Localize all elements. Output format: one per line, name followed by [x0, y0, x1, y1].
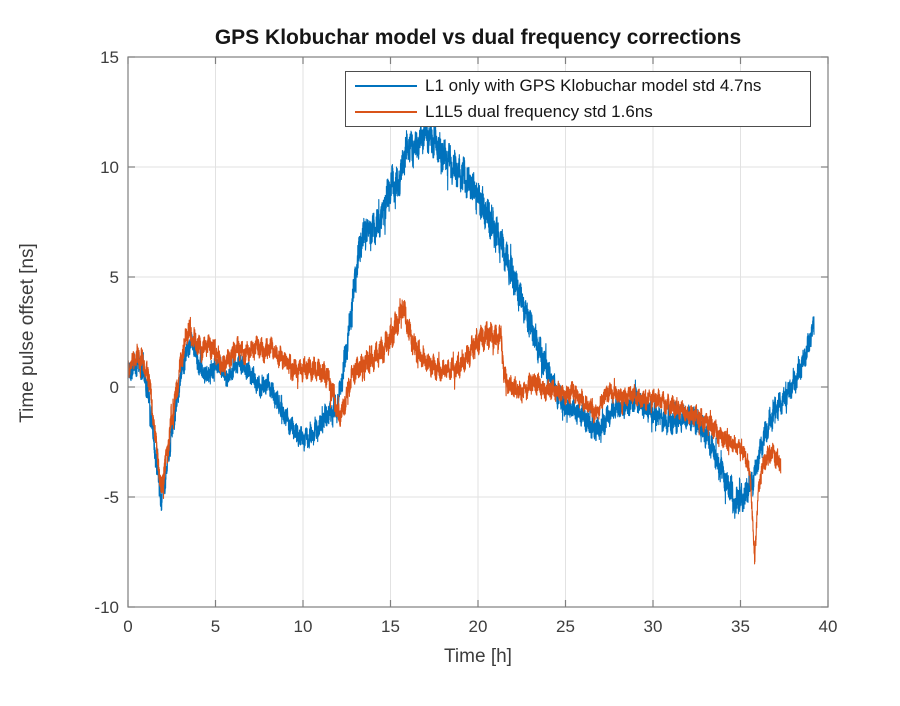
legend-item-l1: L1 only with GPS Klobuchar model std 4.7…: [346, 74, 810, 98]
legend-line-swatch-l1l5: [355, 111, 417, 113]
x-tick-label: 20: [469, 617, 488, 636]
x-tick-label: 40: [819, 617, 838, 636]
legend-line-swatch-l1: [355, 85, 417, 87]
x-tick-label: 30: [644, 617, 663, 636]
series-line-l1l5: [127, 298, 782, 565]
y-tick-label: 5: [110, 268, 119, 287]
x-tick-label: 25: [556, 617, 575, 636]
legend-label-l1: L1 only with GPS Klobuchar model std 4.7…: [425, 76, 762, 95]
x-tick-label: 0: [123, 617, 132, 636]
legend-label-l1l5: L1L5 dual frequency std 1.6ns: [425, 102, 653, 121]
legend[interactable]: L1 only with GPS Klobuchar model std 4.7…: [345, 71, 811, 127]
x-tick-label: 35: [731, 617, 750, 636]
y-tick-label: -10: [94, 598, 119, 617]
y-tick-label: -5: [104, 488, 119, 507]
y-axis-label: Time pulse offset [ns]: [17, 243, 38, 423]
x-tick-label: 10: [294, 617, 313, 636]
y-tick-label: 0: [110, 378, 119, 397]
y-tick-label: 15: [100, 48, 119, 67]
x-axis-label: Time [h]: [444, 646, 512, 667]
y-tick-label: 10: [100, 158, 119, 177]
legend-item-l1l5: L1L5 dual frequency std 1.6ns: [346, 100, 810, 124]
chart-title: GPS Klobuchar model vs dual frequency co…: [214, 26, 742, 49]
x-tick-label: 5: [211, 617, 220, 636]
x-tick-label: 15: [381, 617, 400, 636]
